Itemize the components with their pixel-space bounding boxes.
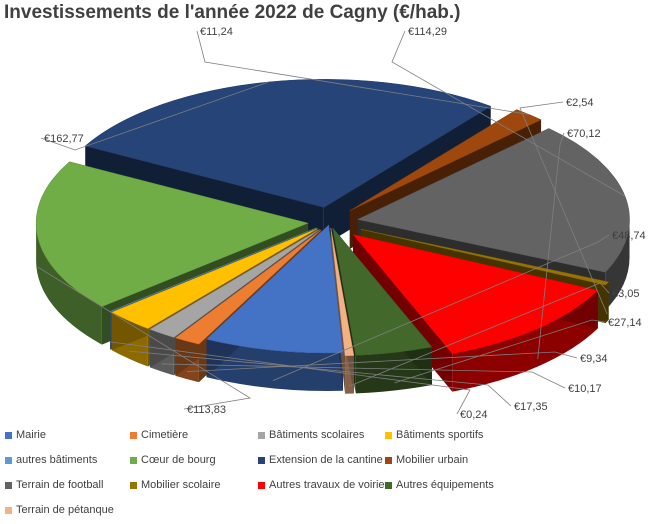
legend-swatch bbox=[258, 456, 265, 464]
leader-line bbox=[272, 234, 610, 381]
data-label: €162,77 bbox=[44, 133, 84, 145]
leader-line bbox=[40, 81, 269, 151]
legend-item: Bâtiments sportifs bbox=[385, 429, 483, 441]
pie-slice-extension-de-la-cantine bbox=[84, 79, 492, 208]
leader-line bbox=[391, 30, 626, 197]
legend-item: Autres équipements bbox=[385, 479, 494, 491]
data-label: €27,14 bbox=[608, 317, 642, 329]
pie-slice-b-timents-sportifs bbox=[111, 228, 318, 329]
chart-title: Investissements de l'année 2022 de Cagny… bbox=[4, 2, 461, 23]
legend-swatch bbox=[5, 431, 12, 439]
pie-wall-terrain-de-football bbox=[605, 219, 630, 311]
legend-swatch bbox=[5, 506, 12, 514]
legend-label: Autres équipements bbox=[396, 479, 494, 491]
pie-slice-b-timents-scolaires bbox=[149, 229, 320, 338]
legend-item: Mairie bbox=[5, 429, 46, 441]
legend-swatch bbox=[258, 431, 265, 439]
data-label: €2,54 bbox=[566, 97, 594, 109]
legend: Mairie Cimetière Bâtiments scolaires Bâtime… bbox=[0, 420, 652, 524]
legend-label: Bâtiments sportifs bbox=[396, 429, 484, 441]
data-label: €9,34 bbox=[580, 353, 608, 365]
data-label: €17,35 bbox=[514, 401, 548, 413]
pie-wall-c-ur-de-bourg bbox=[36, 223, 102, 345]
legend-item: Cœur de bourg bbox=[130, 454, 216, 466]
legend-label: Cimetière bbox=[141, 429, 189, 441]
legend-label: Extension de la cantine bbox=[269, 454, 383, 466]
legend-item: Bâtiments scolaires bbox=[258, 429, 364, 441]
leader-line bbox=[196, 30, 530, 115]
data-label: €48,74 bbox=[612, 230, 646, 242]
pie-slice-mairie bbox=[206, 224, 344, 354]
data-labels: €48,74 €9,34 €10,17 €17,35 €0,24 €113,83 €162,… bbox=[44, 26, 646, 420]
pie-chart: €48,74 €9,34 €10,17 €17,35 €0,24 €113,83 €162,… bbox=[35, 26, 646, 420]
legend-swatch bbox=[258, 481, 265, 489]
legend-label: Mobilier scolaire bbox=[141, 479, 221, 491]
legend-swatch bbox=[385, 431, 392, 439]
legend-item: Terrain de football bbox=[5, 479, 103, 491]
leader-line bbox=[519, 101, 608, 315]
legend-label: Terrain de pétanque bbox=[16, 504, 114, 516]
legend-item: Autres travaux de voirie bbox=[258, 479, 385, 491]
legend-swatch bbox=[385, 481, 392, 489]
legend-swatch bbox=[130, 431, 137, 439]
legend-swatch bbox=[5, 456, 12, 464]
leader-line bbox=[110, 341, 471, 415]
pie-slice-terrain-de-p-tanque bbox=[330, 227, 355, 357]
data-label: €0,24 bbox=[460, 409, 488, 420]
legend-label: autres bâtiments bbox=[16, 454, 98, 466]
leader-line bbox=[37, 266, 252, 410]
legend-item: Mobilier scolaire bbox=[130, 479, 220, 491]
data-label: €10,17 bbox=[568, 383, 602, 395]
legend-label: Mairie bbox=[16, 429, 46, 441]
data-label: €113,83 bbox=[187, 404, 226, 416]
legend-swatch bbox=[130, 481, 137, 489]
data-label: €3,05 bbox=[612, 288, 640, 300]
legend-label: Cœur de bourg bbox=[141, 454, 216, 466]
legend-swatch bbox=[130, 456, 137, 464]
legend-item: Cimetière bbox=[130, 429, 188, 441]
legend-item: Terrain de pétanque bbox=[5, 504, 114, 516]
legend-item: autres bâtiments bbox=[5, 454, 97, 466]
data-label: €114,29 bbox=[408, 26, 447, 38]
legend-item: Extension de la cantine bbox=[258, 454, 383, 466]
leader-line bbox=[537, 132, 565, 359]
legend-label: Bâtiments scolaires bbox=[269, 429, 365, 441]
legend-label: Autres travaux de voirie bbox=[269, 479, 385, 491]
leader-line bbox=[394, 319, 606, 384]
legend-swatch bbox=[5, 481, 12, 489]
data-label: €11,24 bbox=[200, 26, 233, 38]
data-label: €70,12 bbox=[567, 128, 601, 140]
legend-label: Mobilier urbain bbox=[396, 454, 469, 466]
legend-item: Mobilier urbain bbox=[385, 454, 468, 466]
legend-swatch bbox=[385, 456, 392, 464]
leader-line bbox=[128, 350, 512, 407]
pie-slice-cimeti-re bbox=[174, 229, 322, 345]
leader-lines bbox=[37, 30, 626, 415]
legend-label: Terrain de football bbox=[16, 479, 104, 491]
leader-line bbox=[349, 282, 610, 387]
leader-line bbox=[161, 363, 566, 389]
pie-tops bbox=[35, 79, 630, 357]
leader-line bbox=[186, 351, 578, 372]
